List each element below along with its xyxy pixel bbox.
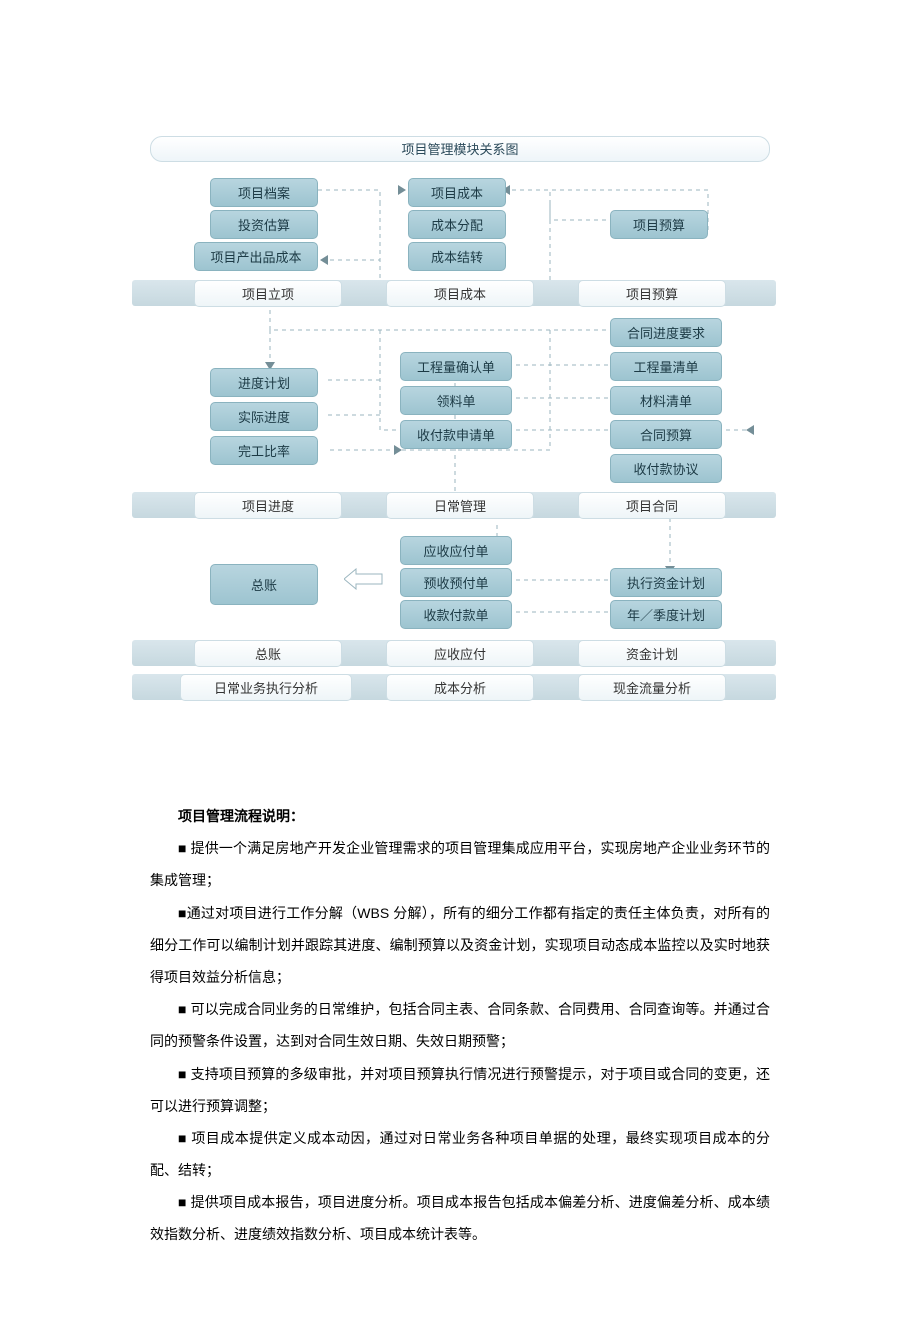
label-project-init: 项目立项 — [194, 280, 342, 307]
node-product-cost: 项目产出品成本 — [194, 242, 318, 271]
node-receivable-payable: 应收应付单 — [400, 536, 512, 565]
label-cost-analysis: 成本分析 — [386, 674, 534, 701]
node-payment-req: 收付款申请单 — [400, 420, 512, 449]
label-ledger: 总账 — [194, 640, 342, 667]
bullet-5: ■ 项目成本提供定义成本动因，通过对日常业务各种项目单据的处理，最终实现项目成本… — [150, 1122, 770, 1186]
node-contract-budget: 合同预算 — [610, 420, 722, 449]
node-qty-confirm: 工程量确认单 — [400, 352, 512, 381]
node-qty-list: 工程量清单 — [610, 352, 722, 381]
node-cost-alloc: 成本分配 — [408, 210, 506, 239]
bullet-3: ■ 可以完成合同业务的日常维护，包括合同主表、合同条款、合同费用、合同查询等。并… — [150, 993, 770, 1057]
node-year-quarter-plan: 年／季度计划 — [610, 600, 722, 629]
diagram-container: 项目管理模块关系图 — [150, 130, 770, 730]
node-prepaid: 预收预付单 — [400, 568, 512, 597]
label-daily-mgmt: 日常管理 — [386, 492, 534, 519]
bullet-2: ■通过对项目进行工作分解（WBS 分解），所有的细分工作都有指定的责任主体负责，… — [150, 897, 770, 994]
bullet-1: ■ 提供一个满足房地产开发企业管理需求的项目管理集成应用平台，实现房地产企业业务… — [150, 832, 770, 896]
node-cost-carryover: 成本结转 — [408, 242, 506, 271]
node-ledger: 总账 — [210, 564, 318, 605]
label-fund-plan: 资金计划 — [578, 640, 726, 667]
node-project-cost: 项目成本 — [408, 178, 506, 207]
label-project-progress: 项目进度 — [194, 492, 342, 519]
explanation: 项目管理流程说明： ■ 提供一个满足房地产开发企业管理需求的项目管理集成应用平台… — [150, 800, 770, 1251]
label-project-cost: 项目成本 — [386, 280, 534, 307]
node-completion-rate: 完工比率 — [210, 436, 318, 465]
bullet-4: ■ 支持项目预算的多级审批，并对项目预算执行情况进行预警提示，对于项目或合同的变… — [150, 1058, 770, 1122]
explain-heading: 项目管理流程说明： — [150, 800, 770, 832]
label-daily-analysis: 日常业务执行分析 — [180, 674, 352, 701]
node-material-req: 领料单 — [400, 386, 512, 415]
node-material-list: 材料清单 — [610, 386, 722, 415]
node-receipt-payment: 收款付款单 — [400, 600, 512, 629]
hollow-arrow-left-icon — [344, 568, 384, 590]
bullet-6: ■ 提供项目成本报告，项目进度分析。项目成本报告包括成本偏差分析、进度偏差分析、… — [150, 1186, 770, 1250]
label-project-budget: 项目预算 — [578, 280, 726, 307]
label-ar-ap: 应收应付 — [386, 640, 534, 667]
node-project-budget: 项目预算 — [610, 210, 708, 239]
node-exec-fund-plan: 执行资金计划 — [610, 568, 722, 597]
node-contract-schedule: 合同进度要求 — [610, 318, 722, 347]
label-cashflow-analysis: 现金流量分析 — [578, 674, 726, 701]
node-payment-agreement: 收付款协议 — [610, 454, 722, 483]
node-schedule-plan: 进度计划 — [210, 368, 318, 397]
node-actual-progress: 实际进度 — [210, 402, 318, 431]
node-investment-estimate: 投资估算 — [210, 210, 318, 239]
node-project-file: 项目档案 — [210, 178, 318, 207]
label-project-contract: 项目合同 — [578, 492, 726, 519]
